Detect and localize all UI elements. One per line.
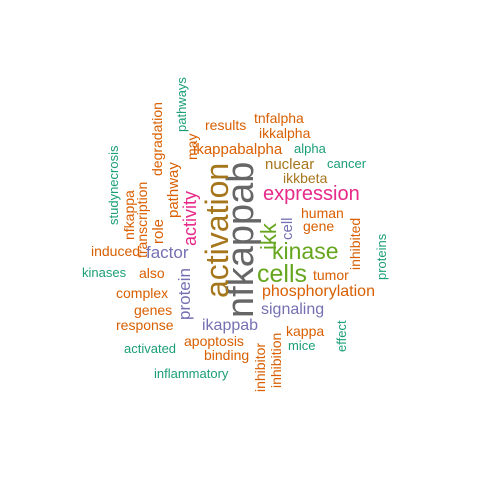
word-nfkappa: nfkappa — [121, 190, 137, 240]
word-factor: factor — [146, 243, 189, 262]
word-genes: genes — [134, 302, 173, 318]
word-alpha: alpha — [294, 141, 326, 156]
word-proteins: proteins — [374, 233, 389, 280]
word-ikappab: ikappab — [202, 317, 259, 334]
word-response: response — [116, 317, 174, 333]
word-kinases: kinases — [82, 265, 127, 280]
word-induced: induced — [91, 243, 141, 259]
word-expression: expression — [263, 183, 360, 205]
word-ikkbeta: ikkbeta — [283, 170, 328, 186]
word-effect: effect — [334, 320, 349, 352]
word-kinase: kinase — [272, 238, 339, 264]
word-nuclear: nuclear — [265, 156, 315, 173]
word-inflammatory: inflammatory — [154, 366, 229, 381]
word-cell: cell — [279, 217, 296, 240]
word-kappa: kappa — [286, 323, 325, 339]
word-also: also — [139, 265, 165, 281]
word-complex: complex — [116, 285, 169, 301]
word-inhibited: inhibited — [347, 217, 363, 270]
word-activation: activation — [199, 162, 235, 298]
word-phosphorylation: phosphorylation — [262, 283, 375, 300]
word-cells: cells — [257, 260, 308, 288]
word-binding: binding — [204, 347, 250, 363]
word-ikkalpha: ikkalpha — [259, 125, 311, 141]
word-inhibitor: inhibitor — [252, 342, 268, 392]
word-apoptosis: apoptosis — [184, 333, 244, 349]
word-pathway: pathway — [165, 162, 182, 218]
word-cancer: cancer — [327, 156, 367, 171]
word-activated: activated — [124, 341, 177, 356]
word-tnfalpha: tnfalpha — [254, 110, 304, 126]
word-studynecrosis: studynecrosis — [106, 145, 121, 225]
word-transcription: transcription — [134, 181, 150, 258]
word-inhibition: inhibition — [268, 332, 284, 388]
word-activity: activity — [180, 190, 200, 246]
word-gene: gene — [303, 218, 335, 234]
word-results: results — [205, 117, 247, 133]
word-may: may — [184, 133, 200, 160]
word-human: human — [301, 205, 344, 221]
word-protein: protein — [175, 268, 194, 320]
word-ikappabalpha: ikappabalpha — [193, 141, 283, 158]
word-signaling: signaling — [261, 301, 325, 318]
word-role: role — [150, 218, 167, 244]
word-ikk: ikk — [256, 223, 281, 250]
word-tumor: tumor — [313, 267, 349, 283]
word-mice: mice — [288, 338, 316, 353]
word-pathways: pathways — [174, 77, 189, 132]
word-degradation: degradation — [149, 102, 165, 176]
